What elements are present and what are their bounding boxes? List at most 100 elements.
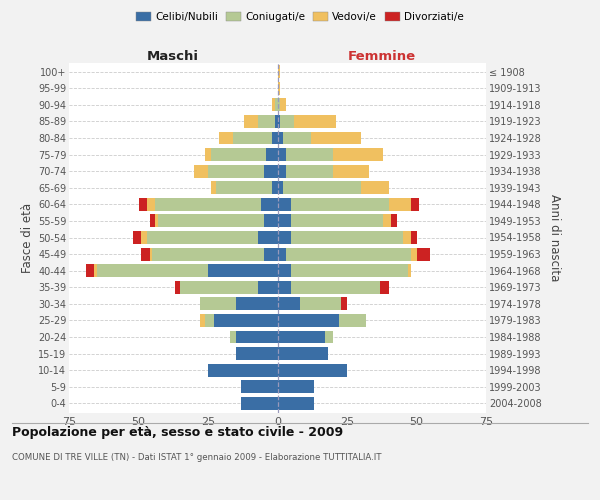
Bar [277,397,314,410]
Bar [272,98,275,112]
Bar [292,231,403,244]
Bar [149,248,152,260]
Text: Maschi: Maschi [147,50,199,62]
Bar [277,248,286,260]
Bar [263,248,277,260]
Bar [263,164,277,177]
Bar [133,231,141,244]
Bar [283,132,311,144]
Y-axis label: Fasce di età: Fasce di età [20,202,34,272]
Bar [408,264,411,277]
Bar [272,132,277,144]
Text: Popolazione per età, sesso e stato civile - 2009: Popolazione per età, sesso e stato civil… [12,426,343,439]
Bar [263,214,277,228]
Bar [280,115,294,128]
Bar [211,182,217,194]
Bar [241,397,277,410]
Bar [292,214,383,228]
Bar [277,182,283,194]
Bar [272,182,277,194]
Bar [205,148,211,161]
Bar [277,115,280,128]
Bar [300,298,341,310]
Bar [277,330,325,344]
Bar [280,98,286,112]
Bar [261,198,277,211]
Bar [236,298,277,310]
Bar [277,314,338,327]
Bar [97,264,208,277]
Bar [208,264,277,277]
Bar [194,164,208,177]
Bar [277,380,314,394]
Bar [286,164,333,177]
Bar [141,231,147,244]
Legend: Celibi/Nubili, Coniugati/e, Vedovi/e, Divorziati/e: Celibi/Nubili, Coniugati/e, Vedovi/e, Di… [132,8,468,26]
Bar [219,132,233,144]
Bar [311,132,361,144]
Bar [411,198,419,211]
Bar [294,115,336,128]
Text: COMUNE DI TRE VILLE (TN) - Dati ISTAT 1° gennaio 2009 - Elaborazione TUTTITALIA.: COMUNE DI TRE VILLE (TN) - Dati ISTAT 1°… [12,452,382,462]
Bar [380,281,389,293]
Bar [391,214,397,228]
Bar [286,148,333,161]
Bar [277,214,292,228]
Bar [389,198,411,211]
Bar [139,198,147,211]
Bar [241,380,277,394]
Bar [266,148,277,161]
Bar [338,314,367,327]
Bar [277,82,280,94]
Bar [147,198,155,211]
Bar [277,132,283,144]
Bar [236,330,277,344]
Bar [292,198,389,211]
Y-axis label: Anni di nascita: Anni di nascita [548,194,561,281]
Text: Femmine: Femmine [347,50,416,62]
Bar [283,182,361,194]
Bar [325,330,333,344]
Bar [292,264,408,277]
Bar [149,214,155,228]
Bar [230,330,236,344]
Bar [341,298,347,310]
Bar [180,281,258,293]
Bar [361,182,389,194]
Bar [286,248,411,260]
Bar [236,347,277,360]
Bar [158,214,263,228]
Bar [258,231,277,244]
Bar [175,281,180,293]
Bar [233,132,272,144]
Bar [277,98,280,112]
Bar [208,364,277,376]
Bar [411,248,416,260]
Bar [277,65,280,78]
Bar [277,298,300,310]
Bar [258,281,277,293]
Bar [277,198,292,211]
Bar [155,214,158,228]
Bar [277,264,292,277]
Bar [258,115,275,128]
Bar [411,231,416,244]
Bar [275,115,277,128]
Bar [86,264,94,277]
Bar [217,182,272,194]
Bar [214,314,277,327]
Bar [208,164,263,177]
Bar [205,314,214,327]
Bar [333,148,383,161]
Bar [383,214,391,228]
Bar [277,148,286,161]
Bar [416,248,430,260]
Bar [147,231,258,244]
Bar [292,281,380,293]
Bar [244,115,258,128]
Bar [277,281,292,293]
Bar [200,314,205,327]
Bar [333,164,369,177]
Bar [94,264,97,277]
Bar [155,198,261,211]
